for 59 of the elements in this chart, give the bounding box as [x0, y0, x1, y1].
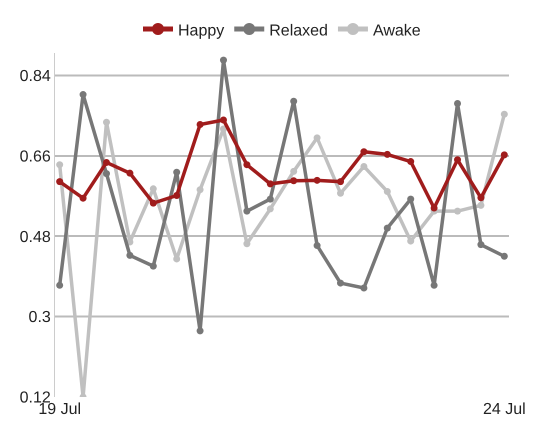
- y-tick-label: 0.84: [20, 68, 51, 85]
- point: [243, 240, 250, 248]
- legend-label: Happy: [178, 22, 224, 40]
- point: [102, 170, 110, 178]
- point: [173, 168, 180, 176]
- point: [220, 116, 227, 124]
- point: [126, 170, 134, 177]
- point: [314, 176, 321, 184]
- point: [314, 242, 321, 250]
- point: [290, 98, 298, 105]
- point: [220, 125, 227, 132]
- point: [266, 205, 274, 212]
- point: [454, 208, 462, 215]
- point: [407, 196, 414, 203]
- point: [266, 196, 274, 203]
- point: [56, 282, 64, 289]
- point: [407, 158, 414, 166]
- point: [360, 148, 368, 156]
- point: [196, 327, 204, 334]
- point: [337, 178, 344, 186]
- point: [384, 150, 391, 158]
- point: [430, 282, 438, 289]
- point: [150, 262, 157, 270]
- point: [477, 241, 484, 248]
- point: [243, 161, 250, 168]
- point: [173, 192, 180, 200]
- point: [290, 168, 298, 175]
- point: [56, 178, 64, 186]
- point: [80, 91, 87, 98]
- point: [384, 188, 391, 195]
- point: [360, 284, 368, 292]
- point: [454, 100, 462, 107]
- point: [337, 190, 344, 197]
- point: [80, 194, 87, 202]
- point: [500, 110, 508, 118]
- point: [150, 200, 157, 207]
- point: [500, 252, 508, 260]
- point: [196, 186, 204, 194]
- point: [220, 56, 227, 64]
- point: [500, 151, 508, 158]
- y-tick-label: 0.48: [20, 228, 51, 246]
- point: [290, 177, 298, 184]
- point: [102, 158, 110, 166]
- x-tick-label: 24 Jul: [482, 401, 526, 418]
- legend-label: Awake: [372, 22, 421, 40]
- point: [196, 120, 204, 128]
- point: [360, 162, 368, 170]
- y-tick-label: 0.66: [20, 148, 51, 166]
- point: [477, 194, 484, 202]
- point: [384, 224, 391, 232]
- point: [243, 208, 250, 215]
- point: [266, 180, 274, 188]
- legend-label: Relaxed: [269, 22, 328, 40]
- point: [56, 161, 64, 168]
- point: [337, 280, 344, 287]
- point: [102, 118, 110, 126]
- point: [126, 252, 134, 259]
- point: [477, 202, 484, 209]
- y-tick-label: 0.3: [28, 309, 51, 326]
